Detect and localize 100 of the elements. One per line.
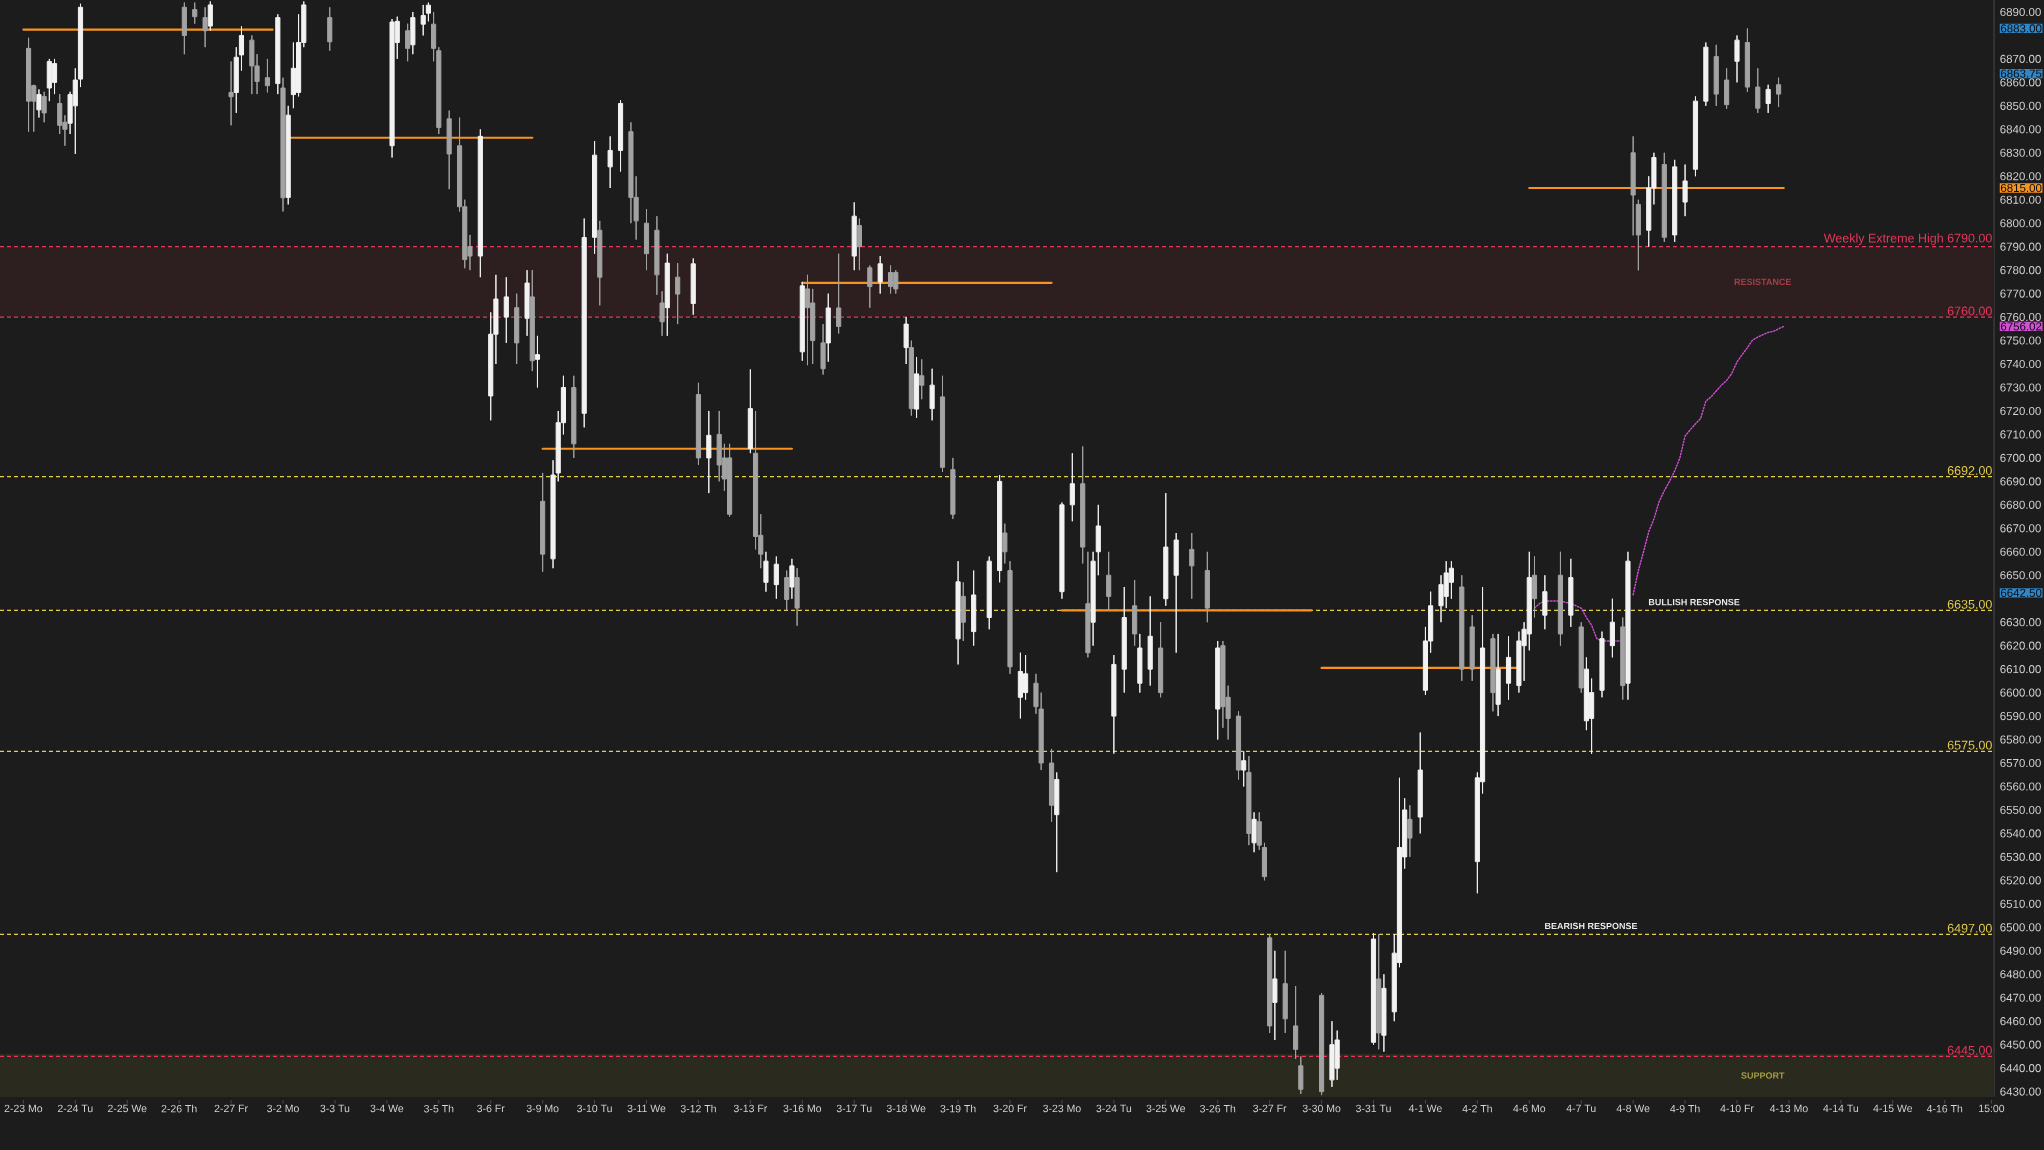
candlestick <box>851 201 857 271</box>
candlestick <box>280 77 286 212</box>
x-tick-label: 4-7 Tu <box>1566 1104 1596 1113</box>
x-tick-label: 4-6 Mo <box>1513 1104 1546 1113</box>
x-tick-label: 4-9 Th <box>1670 1104 1700 1113</box>
candlestick <box>1251 811 1257 853</box>
y-tick-label: 6560.00 <box>2000 782 2041 791</box>
x-tick-label: 2-27 Fr <box>214 1104 248 1113</box>
candlestick <box>1599 631 1605 698</box>
candlestick <box>1531 555 1538 618</box>
candlestick <box>571 375 577 459</box>
y-tick-label: 6630.00 <box>2000 618 2041 627</box>
candlestick <box>41 91 47 123</box>
y-tick-label: 6870.00 <box>2000 54 2041 63</box>
candlestick <box>1095 504 1101 576</box>
y-tick-label: 6760.00 <box>2000 313 2041 322</box>
candlestick <box>690 257 696 316</box>
x-tick-label: 3-19 Th <box>940 1104 976 1113</box>
candlestick <box>1204 551 1210 623</box>
candlestick <box>1002 523 1008 565</box>
y-tick-label: 6600.00 <box>2000 688 2041 697</box>
candlestick <box>1661 152 1667 243</box>
candlestick <box>888 264 894 295</box>
candlestick <box>275 13 281 95</box>
candlestick <box>1069 452 1075 522</box>
candlestick <box>1381 973 1387 1053</box>
candlestick <box>1635 199 1641 271</box>
candlestick <box>856 218 862 271</box>
x-tick-label: 3-26 Th <box>1200 1104 1236 1113</box>
y-tick-label: 6840.00 <box>2000 125 2041 134</box>
candlestick <box>1246 755 1252 846</box>
y-tick-label: 6650.00 <box>2000 571 2041 580</box>
candlestick <box>1630 135 1636 236</box>
x-tick-label: 3-23 Mo <box>1043 1104 1081 1113</box>
candlestick <box>986 555 992 630</box>
x-tick-label: 15:00 <box>1979 1104 2005 1113</box>
y-tick-label: 6700.00 <box>2000 453 2041 462</box>
candlestick <box>1007 560 1013 675</box>
candlestick <box>25 37 32 133</box>
candlestick <box>1137 633 1143 694</box>
x-tick-label: 2-25 We <box>108 1104 147 1113</box>
candlestick <box>1724 67 1730 110</box>
band-label: RESISTANCE <box>1734 278 1792 286</box>
x-tick-label: 4-8 We <box>1616 1104 1650 1113</box>
candlestick <box>1625 551 1631 701</box>
y-tick-label: 6770.00 <box>2000 289 2041 298</box>
candlestick <box>1090 551 1096 647</box>
candlestick <box>1282 950 1288 1034</box>
ref-line-label: 6575.00 <box>1947 740 1992 750</box>
y-tick-label: 6750.00 <box>2000 336 2041 345</box>
x-tick-label: 3-27 Fr <box>1253 1104 1287 1113</box>
y-tick-label: 6860.00 <box>2000 78 2041 87</box>
x-tick-label: 4-13 Mo <box>1769 1104 1808 1113</box>
y-tick-label: 6890.00 <box>2000 7 2041 17</box>
candlestick <box>1121 586 1127 694</box>
x-tick-label: 3-18 We <box>886 1104 926 1113</box>
y-tick-label: 6815.00 <box>2000 183 2042 193</box>
candlestick <box>1609 598 1615 658</box>
candlestick <box>706 410 712 494</box>
y-tick-label: 6710.00 <box>2000 430 2041 439</box>
candlestick <box>939 375 946 473</box>
candlestick <box>1080 445 1086 565</box>
y-tick-label: 6863.75 <box>2000 69 2042 78</box>
candlestick <box>1158 621 1164 698</box>
x-tick-label: 3-11 We <box>627 1104 666 1113</box>
ref-line-label: 6760.00 <box>1947 306 1992 316</box>
candlestick <box>1059 502 1065 600</box>
y-tick-label: 6430.00 <box>2000 1087 2041 1096</box>
y-tick-label: 6570.00 <box>2000 758 2041 768</box>
candlestick <box>1147 595 1153 687</box>
candlestick <box>1682 164 1688 217</box>
candlestick <box>747 368 753 454</box>
candlestick <box>955 560 961 665</box>
y-tick-label: 6450.00 <box>2000 1040 2041 1049</box>
candlestick <box>1495 633 1501 717</box>
candlestick <box>446 110 452 190</box>
candlestick <box>431 11 437 62</box>
candlestick <box>971 570 977 647</box>
candlestick <box>1272 950 1278 1041</box>
candlestick <box>1744 27 1750 93</box>
candlestick <box>581 218 587 428</box>
candlestick <box>420 4 426 36</box>
candlestick <box>436 46 442 135</box>
candlestick <box>1407 804 1413 858</box>
candlestick <box>1189 532 1195 600</box>
candlestick <box>1163 492 1169 607</box>
x-tick-label: 4-15 We <box>1873 1104 1913 1113</box>
candlestick <box>514 293 520 365</box>
candlestick <box>617 99 624 173</box>
y-tick-label: 6756.02 <box>2000 322 2042 331</box>
x-tick-label: 3-3 Tu <box>320 1104 350 1113</box>
candlestick <box>820 323 826 376</box>
candlestick <box>1319 992 1325 1096</box>
candlestick <box>405 23 411 62</box>
candlestick <box>550 459 556 569</box>
candlestick <box>1542 574 1548 630</box>
y-tick-label: 6670.00 <box>2000 524 2041 533</box>
candlestick <box>202 6 208 48</box>
y-tick-label: 6610.00 <box>2000 665 2041 674</box>
candlestick <box>804 274 811 366</box>
